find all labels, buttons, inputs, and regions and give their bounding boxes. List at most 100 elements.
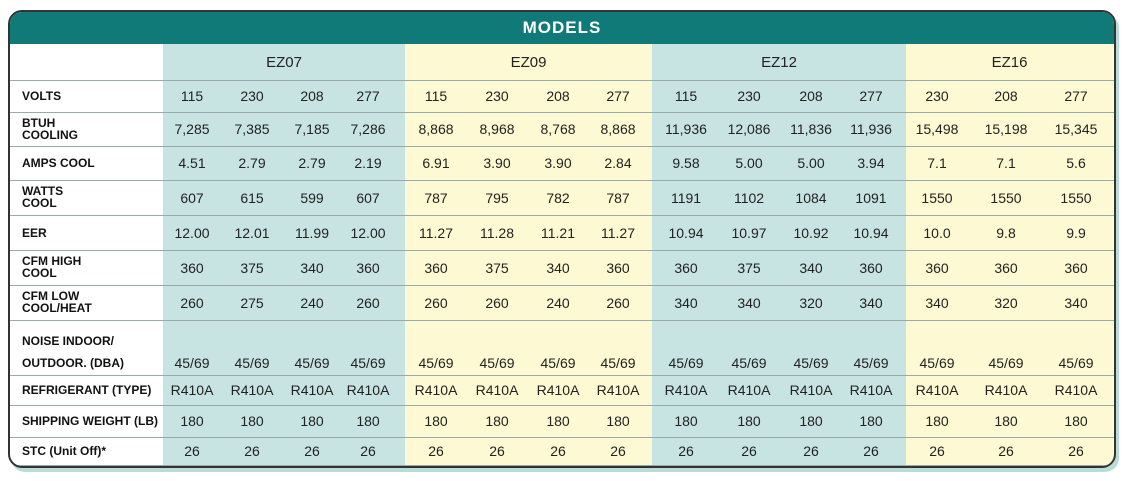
cell-value: 26 (863, 443, 879, 459)
cell-value: 45/69 (234, 355, 270, 371)
cell-value: 180 (180, 413, 204, 429)
spec-table: MODELS EZ07 EZ09 EZ12 EZ16 VOLTS 115 230 208 277… (8, 10, 1116, 468)
row-label: EER (22, 225, 47, 240)
cell-value: 7,385 (234, 121, 270, 137)
cell-value: R410A (727, 382, 771, 398)
cell-value: 8,868 (600, 121, 636, 137)
cell-value: 615 (240, 189, 264, 206)
cell-value: 180 (737, 413, 761, 429)
cell-value: 15,498 (915, 121, 959, 137)
cell-value: 1091 (855, 189, 887, 206)
cell-value: 277 (859, 88, 883, 104)
cell-value: 8,968 (479, 121, 515, 137)
cell-value: 11,936 (665, 121, 707, 137)
cell-value: 7.1 (996, 155, 1016, 171)
cell-value: 9.58 (672, 155, 700, 171)
row-rule (10, 146, 1114, 147)
cell-value: 787 (606, 189, 630, 206)
cell-value: 45/69 (668, 355, 704, 371)
cell-value: 180 (356, 413, 380, 429)
row-rule (10, 465, 1114, 466)
cell-value: R410A (596, 382, 640, 398)
cell-value: 208 (799, 88, 823, 104)
cell-value: 45/69 (988, 355, 1024, 371)
cell-value: 26 (304, 443, 320, 459)
cell-value: 26 (803, 443, 819, 459)
cell-value: 180 (606, 413, 630, 429)
model-name: EZ12 (761, 54, 797, 71)
cell-value: 360 (674, 259, 698, 276)
cell-value: R410A (915, 382, 959, 398)
cell-value: 115 (424, 88, 448, 104)
row-label: BTUH (22, 116, 56, 130)
cell-value: 782 (546, 189, 570, 206)
cell-value: 320 (994, 294, 1018, 311)
row-label: OUTDOOR. (DBA) (22, 356, 124, 370)
cell-value: 787 (424, 189, 448, 206)
cell-value: 10.97 (731, 224, 767, 241)
cell-value: 340 (799, 259, 823, 276)
cell-value: 45/69 (793, 355, 829, 371)
cell-value: 11,936 (850, 121, 892, 137)
cell-value: 230 (240, 88, 264, 104)
cell-value: R410A (849, 382, 893, 398)
cell-value: 45/69 (731, 355, 767, 371)
cell-value: 26 (998, 443, 1014, 459)
cell-value: 375 (485, 259, 509, 276)
cell-value: 7.1 (927, 155, 947, 171)
cell-value: R410A (414, 382, 458, 398)
cell-value: 340 (546, 259, 570, 276)
cell-value: 10.94 (668, 224, 704, 241)
cell-value: 795 (485, 189, 509, 206)
cell-value: 230 (737, 88, 761, 104)
cell-value: 230 (485, 88, 509, 104)
cell-value: 26 (741, 443, 757, 459)
group-band (405, 44, 652, 465)
row-rule (10, 405, 1114, 406)
cell-value: 375 (737, 259, 761, 276)
row-rule (10, 375, 1114, 376)
cell-value: 11.27 (419, 224, 453, 241)
cell-value: 6.91 (422, 155, 450, 171)
row-label: COOL (22, 266, 57, 280)
row-rule (10, 437, 1114, 438)
cell-value: 340 (300, 259, 324, 276)
cell-value: 340 (925, 294, 949, 311)
cell-value: 15,345 (1054, 121, 1098, 137)
cell-value: 11,836 (790, 121, 832, 137)
cell-value: 599 (300, 189, 324, 206)
cell-value: R410A (230, 382, 274, 398)
cell-value: 8,868 (418, 121, 454, 137)
row-label: COOLING (22, 128, 78, 142)
row-label: STC (Unit Off)* (22, 444, 106, 458)
cell-value: 115 (180, 88, 204, 104)
cell-value: 5.00 (735, 155, 763, 171)
cell-value: 26 (550, 443, 566, 459)
cell-value: 45/69 (350, 355, 386, 371)
cell-value: 2.19 (354, 155, 382, 171)
row-rule (10, 250, 1114, 251)
row-label: COOL/HEAT (22, 301, 92, 315)
cell-value: R410A (664, 382, 708, 398)
cell-value: 180 (859, 413, 883, 429)
cell-value: 360 (1064, 259, 1088, 276)
cell-value: 1550 (1060, 189, 1092, 206)
cell-value: 11.21 (541, 224, 575, 241)
cell-value: R410A (984, 382, 1028, 398)
cell-value: 10.0 (923, 224, 951, 241)
cell-value: 10.92 (793, 224, 829, 241)
cell-value: 277 (1064, 88, 1088, 104)
cell-value: 607 (180, 189, 204, 206)
cell-value: 7,286 (350, 121, 386, 137)
cell-value: 11.99 (295, 224, 329, 241)
cell-value: 275 (240, 294, 264, 311)
cell-value: 45/69 (1058, 355, 1094, 371)
cell-value: 260 (606, 294, 630, 311)
cell-value: 607 (356, 189, 380, 206)
cell-value: 208 (300, 88, 324, 104)
cell-value: 360 (356, 259, 380, 276)
cell-value: 3.94 (857, 155, 885, 171)
group-band (906, 44, 1113, 465)
cell-value: 340 (859, 294, 883, 311)
